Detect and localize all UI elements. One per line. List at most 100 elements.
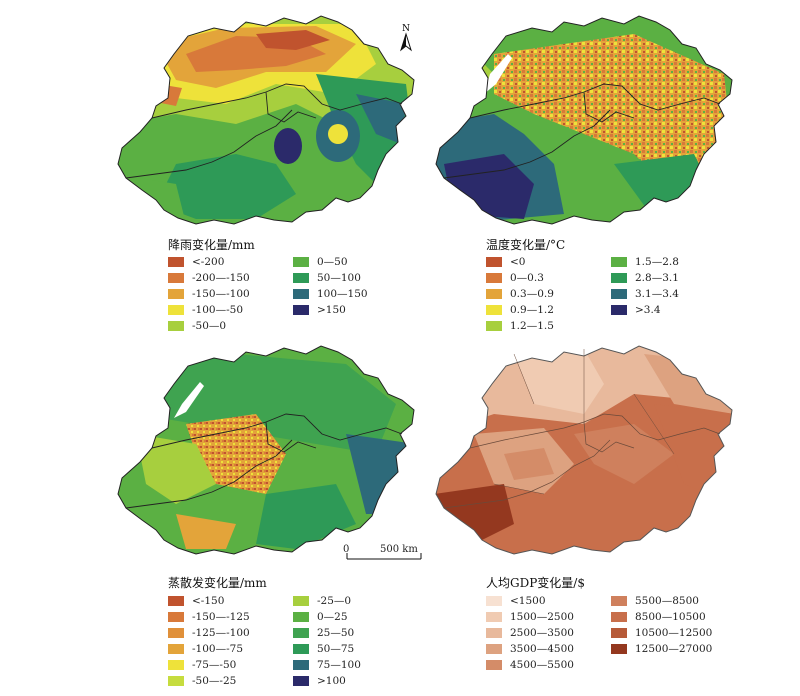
evap-legend-label: -150—-125 bbox=[192, 610, 250, 623]
temp-legend-item: 0.9—1.2 bbox=[486, 303, 611, 316]
gdp-legend-item: 1500—2500 bbox=[486, 610, 611, 623]
temp-legend-item: >3.4 bbox=[611, 303, 741, 316]
precip-legend-item: >150 bbox=[293, 303, 423, 316]
temp-legend-item: 2.8—3.1 bbox=[611, 271, 741, 284]
temp-legend-item: 0.3—0.9 bbox=[486, 287, 611, 300]
precip-legend-swatch bbox=[293, 304, 309, 315]
gdp-legend-label: 12500—27000 bbox=[635, 642, 713, 655]
gdp-legend-swatch bbox=[611, 611, 627, 622]
precip-legend-label: -100—-50 bbox=[192, 303, 243, 316]
gdp-legend-item: <1500 bbox=[486, 594, 611, 607]
precip-legend-item: 0—50 bbox=[293, 255, 423, 268]
temp-legend-title: 温度变化量/°C bbox=[486, 238, 566, 252]
evap-legend-label: -50—-25 bbox=[192, 674, 237, 687]
gdp-legend-item: 3500—4500 bbox=[486, 642, 611, 655]
gdp-legend-label: 2500—3500 bbox=[510, 626, 574, 639]
evap-legend-swatch bbox=[168, 675, 184, 686]
evap-legend-item: -75—-50 bbox=[168, 658, 293, 671]
evap-legend-swatch bbox=[293, 627, 309, 638]
scale-bar bbox=[346, 553, 422, 560]
evap-legend-swatch bbox=[293, 659, 309, 670]
gdp-legend-swatch bbox=[611, 643, 627, 654]
gdp-legend-item: 4500—5500 bbox=[486, 658, 611, 671]
north-arrow-icon: N bbox=[400, 24, 412, 52]
temp-legend-swatch bbox=[486, 256, 502, 267]
gdp-legend-label: 4500—5500 bbox=[510, 658, 574, 671]
precip-legend: <-200 -200—-150 -150—-100 -100—-50 -50—0 0—50… bbox=[168, 255, 423, 332]
temp-legend-swatch bbox=[611, 272, 627, 283]
evap-legend: <-150 -150—-125 -125—-100 -100—-75 -75—-50 -5… bbox=[168, 594, 423, 687]
temp-legend-swatch bbox=[486, 288, 502, 299]
precip-legend-label: <-200 bbox=[192, 255, 225, 268]
evap-legend-item: -100—-75 bbox=[168, 642, 293, 655]
evap-legend-label: -100—-75 bbox=[192, 642, 243, 655]
evap-legend-item: -125—-100 bbox=[168, 626, 293, 639]
gdp-legend-item: 5500—8500 bbox=[611, 594, 741, 607]
evap-legend-label: -75—-50 bbox=[192, 658, 237, 671]
evap-legend-label: 25—50 bbox=[317, 626, 355, 639]
precip-legend-swatch bbox=[168, 288, 184, 299]
temp-legend-item: 1.2—1.5 bbox=[486, 319, 611, 332]
evap-legend-item: 75—100 bbox=[293, 658, 423, 671]
temp-legend-label: 0.3—0.9 bbox=[510, 287, 554, 300]
gdp-legend-label: 5500—8500 bbox=[635, 594, 699, 607]
temp-legend-label: 0—0.3 bbox=[510, 271, 544, 284]
temp-legend-item: 1.5—2.8 bbox=[611, 255, 741, 268]
evap-legend-item: 0—25 bbox=[293, 610, 423, 623]
evap-legend-item: -50—-25 bbox=[168, 674, 293, 687]
temp-legend-swatch bbox=[611, 304, 627, 315]
temp-map bbox=[435, 15, 733, 225]
evap-legend-swatch bbox=[293, 675, 309, 686]
evap-legend-swatch bbox=[293, 595, 309, 606]
precip-legend-swatch bbox=[293, 272, 309, 283]
gdp-legend-swatch bbox=[486, 595, 502, 606]
evap-legend-swatch bbox=[168, 659, 184, 670]
evap-legend-item: -25—0 bbox=[293, 594, 423, 607]
precip-legend-item: 50—100 bbox=[293, 271, 423, 284]
svg-text:N: N bbox=[402, 24, 410, 34]
gdp-legend-label: 8500—10500 bbox=[635, 610, 706, 623]
precip-legend-label: 100—150 bbox=[317, 287, 368, 300]
evap-legend-label: <-150 bbox=[192, 594, 225, 607]
precip-legend-item: 100—150 bbox=[293, 287, 423, 300]
gdp-legend-label: 10500—12500 bbox=[635, 626, 713, 639]
evap-legend-swatch bbox=[293, 643, 309, 654]
gdp-legend-swatch bbox=[486, 659, 502, 670]
temp-legend-label: <0 bbox=[510, 255, 526, 268]
evap-legend-label: 0—25 bbox=[317, 610, 348, 623]
evap-legend-label: -125—-100 bbox=[192, 626, 250, 639]
evap-legend-label: 75—100 bbox=[317, 658, 361, 671]
evap-legend-item: <-150 bbox=[168, 594, 293, 607]
temp-legend-label: 1.5—2.8 bbox=[635, 255, 679, 268]
precip-legend-swatch bbox=[168, 272, 184, 283]
precip-legend-swatch bbox=[168, 256, 184, 267]
temp-legend-label: 1.2—1.5 bbox=[510, 319, 554, 332]
gdp-legend-item: 12500—27000 bbox=[611, 642, 741, 655]
evap-legend-title: 蒸散发变化量/mm bbox=[168, 576, 267, 590]
gdp-legend-item: 2500—3500 bbox=[486, 626, 611, 639]
temp-legend-swatch bbox=[611, 288, 627, 299]
scale-zero-label: 0 bbox=[343, 544, 350, 555]
temp-legend-swatch bbox=[486, 304, 502, 315]
precip-legend-item: -200—-150 bbox=[168, 271, 293, 284]
gdp-legend-swatch bbox=[486, 611, 502, 622]
evap-map bbox=[117, 345, 415, 555]
gdp-legend-label: 1500—2500 bbox=[510, 610, 574, 623]
precip-legend-item: -150—-100 bbox=[168, 287, 293, 300]
evap-legend-item: 50—75 bbox=[293, 642, 423, 655]
evap-legend-item: >100 bbox=[293, 674, 423, 687]
evap-legend-swatch bbox=[168, 627, 184, 638]
evap-legend-label: -25—0 bbox=[317, 594, 352, 607]
precip-legend-item: -50—0 bbox=[168, 319, 293, 332]
evap-legend-label: >100 bbox=[317, 674, 346, 687]
temp-legend-label: 0.9—1.2 bbox=[510, 303, 554, 316]
evap-legend-swatch bbox=[168, 595, 184, 606]
gdp-legend-swatch bbox=[486, 627, 502, 638]
gdp-map bbox=[435, 345, 733, 555]
gdp-legend-item: 10500—12500 bbox=[611, 626, 741, 639]
precip-legend-label: -150—-100 bbox=[192, 287, 250, 300]
precip-legend-item: -100—-50 bbox=[168, 303, 293, 316]
gdp-legend: <1500 1500—2500 2500—3500 3500—4500 4500—550… bbox=[486, 594, 741, 671]
precip-legend-item: <-200 bbox=[168, 255, 293, 268]
gdp-legend-label: <1500 bbox=[510, 594, 546, 607]
